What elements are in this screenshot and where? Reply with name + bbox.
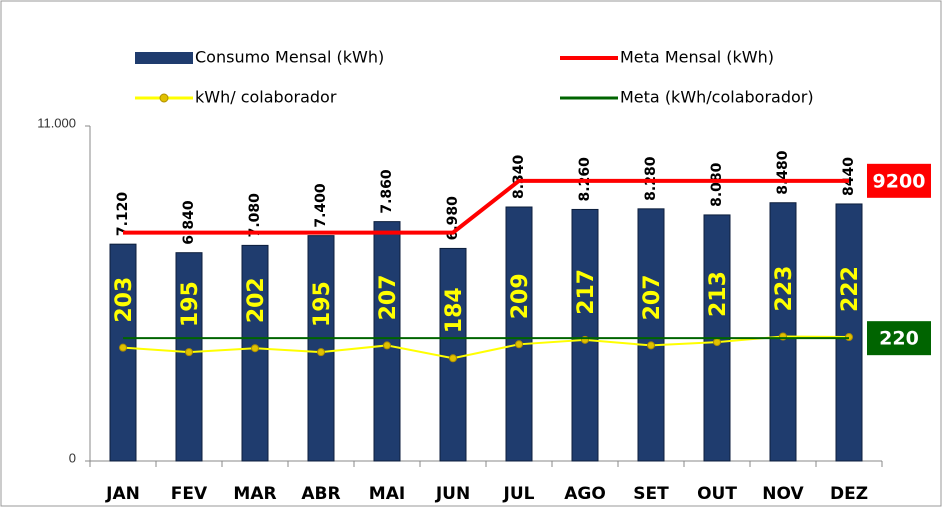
legend-label: Consumo Mensal (kWh) — [195, 48, 384, 67]
bar — [835, 203, 863, 462]
x-tick-label: JUL — [503, 484, 535, 504]
legend-label: Meta (kWh/colaborador) — [620, 88, 814, 107]
line-marker — [251, 344, 259, 353]
line-value-label: 213 — [706, 271, 731, 317]
line-value-label: 203 — [112, 277, 137, 323]
x-tick-label: NOV — [762, 484, 804, 504]
bar — [241, 244, 269, 462]
line-marker — [515, 340, 523, 349]
line-value-label: 184 — [442, 287, 467, 333]
legend-label: kWh/ colaborador — [195, 88, 337, 107]
x-tick-label: FEV — [171, 484, 208, 504]
x-tick-label: DEZ — [830, 484, 868, 504]
line-value-label: 223 — [772, 266, 797, 312]
end-label-box — [867, 163, 931, 198]
line-marker — [845, 333, 853, 342]
bar — [175, 252, 203, 462]
bar-value-label: 8.480 — [775, 150, 791, 195]
bar-value-label: 8.280 — [643, 156, 659, 201]
x-tick-label: MAR — [233, 484, 276, 504]
bar-value-label: 7.080 — [247, 193, 263, 238]
line — [122, 335, 850, 360]
bar-value-label: 7.120 — [115, 192, 131, 237]
line-value-label: 195 — [178, 281, 203, 327]
line-value-label: 207 — [376, 274, 401, 320]
x-tick-label: OUT — [697, 484, 737, 504]
legend-swatch — [135, 52, 193, 64]
bar — [109, 243, 137, 462]
line-value-label: 222 — [838, 266, 863, 312]
y-tick-label: 0 — [69, 450, 76, 465]
x-tick-label: MAI — [369, 484, 405, 504]
end-label: 9200 — [873, 170, 926, 192]
bar-value-label: 6.840 — [181, 200, 197, 245]
y-tick-label: 11.000 — [37, 115, 76, 130]
bar — [571, 208, 599, 462]
bar-value-label: 7.860 — [379, 169, 395, 214]
bar — [505, 206, 533, 462]
end-label: 220 — [879, 328, 919, 350]
line-value-label: 202 — [244, 277, 269, 323]
x-tick-label: JAN — [105, 484, 140, 504]
bar — [769, 202, 797, 462]
bar-value-label: 7.400 — [313, 183, 329, 228]
x-tick-label: AGO — [564, 484, 606, 504]
bar-value-label: 8440 — [841, 157, 857, 196]
line-marker — [383, 341, 391, 350]
line-marker — [647, 341, 655, 350]
line-marker — [119, 343, 127, 352]
end-label-box — [867, 321, 931, 356]
line-marker — [449, 354, 457, 363]
line-marker — [317, 348, 325, 357]
bar — [373, 221, 401, 462]
legend-label: Meta Mensal (kWh) — [620, 48, 774, 67]
bar-value-label: 8.340 — [511, 154, 527, 199]
bar — [637, 208, 665, 462]
line-value-label: 195 — [310, 281, 335, 327]
bar — [307, 235, 335, 462]
line-value-label: 209 — [508, 273, 533, 319]
legend-marker — [159, 93, 169, 103]
x-tick-label: SET — [633, 484, 669, 504]
x-tick-label: JUN — [435, 484, 470, 504]
line-value-label: 217 — [574, 269, 599, 315]
bar-value-label: 8.080 — [709, 162, 725, 207]
line-marker — [713, 338, 721, 347]
x-tick-label: ABR — [301, 484, 340, 504]
line-value-label: 207 — [640, 274, 665, 320]
line — [123, 178, 849, 235]
line-marker — [185, 348, 193, 357]
